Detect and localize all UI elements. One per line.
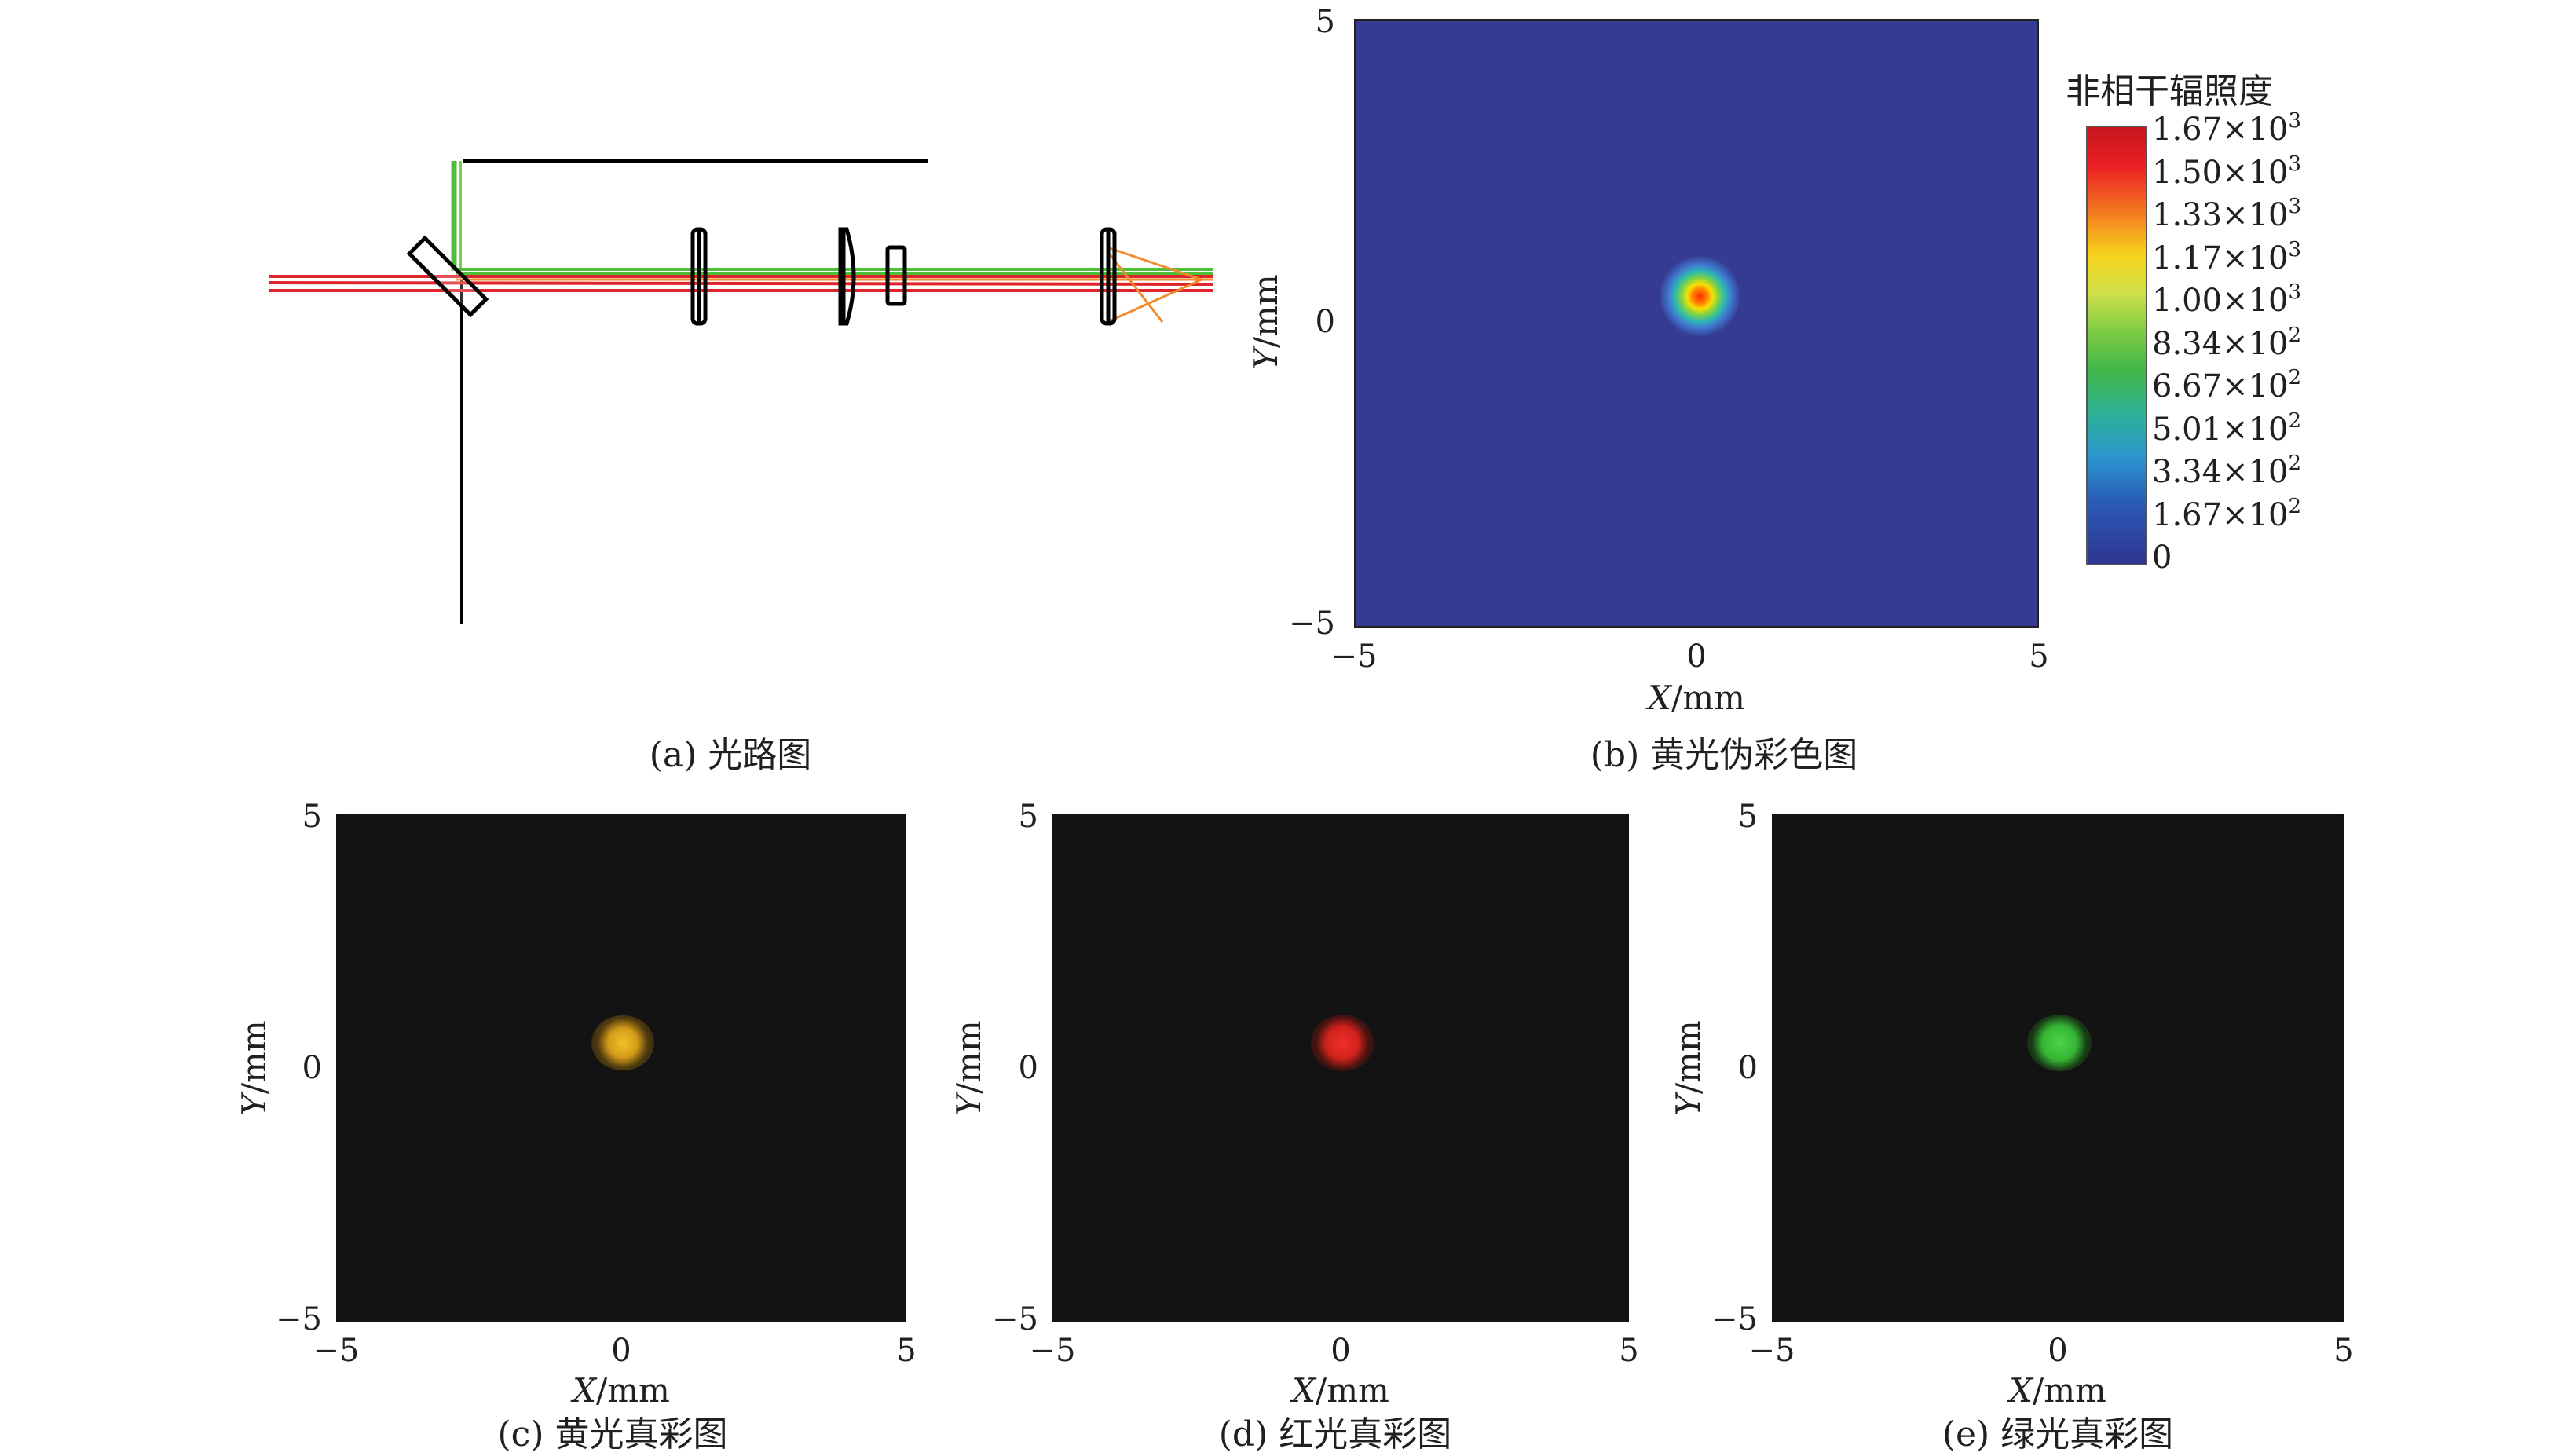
b-xtick-left: −5 — [1330, 638, 1378, 675]
lens-1 — [690, 227, 708, 326]
colorbar-tick-label: 6.67×102 — [2152, 366, 2302, 404]
d-ytick-bot: −5 — [992, 1301, 1038, 1337]
d-xtick-right: 5 — [1619, 1333, 1639, 1369]
b-xtick-right: 5 — [2029, 638, 2049, 675]
optical-path-diagram — [268, 159, 1214, 624]
orange-beams — [456, 246, 1213, 324]
lens-4 — [1100, 227, 1117, 326]
colorbar — [2086, 126, 2147, 565]
c-xtick-right: 5 — [896, 1333, 917, 1369]
green-spot — [2027, 1015, 2092, 1071]
colorbar-tick-label: 1.33×103 — [2152, 195, 2302, 233]
b-y-axis-label: Y/mm — [1246, 274, 1285, 370]
d-x-axis-label: X/mm — [1292, 1371, 1389, 1410]
caption-d: (d) 红光真彩图 — [1218, 1414, 1452, 1454]
caption-b: (b) 黄光伪彩色图 — [1590, 735, 1858, 775]
colorbar-tick-label: 5.01×102 — [2152, 408, 2302, 448]
b-xtick-mid: 0 — [1686, 638, 1707, 675]
d-ytick-top: 5 — [1018, 799, 1038, 835]
red-beams — [268, 275, 1214, 292]
e-xtick-mid: 0 — [2048, 1333, 2068, 1369]
false-color-plot — [1354, 19, 2039, 628]
green-beams — [456, 268, 1213, 275]
e-x-axis-label: X/mm — [2009, 1371, 2106, 1410]
c-xtick-mid: 0 — [611, 1333, 631, 1369]
c-ytick-bot: −5 — [276, 1301, 322, 1337]
lens-3 — [885, 245, 907, 306]
yellow-spot — [591, 1015, 654, 1070]
c-ytick-mid: 0 — [302, 1050, 322, 1086]
lens-2 — [838, 227, 856, 326]
c-xtick-left: −5 — [313, 1333, 360, 1369]
colorbar-tick-label: 1.50×103 — [2152, 152, 2302, 191]
e-ytick-top: 5 — [1737, 799, 1758, 835]
b-x-axis-label: X/mm — [1648, 679, 1745, 717]
colorbar-tick-label: 0 — [2152, 540, 2172, 576]
colorbar-tick-label: 3.34×102 — [2152, 452, 2302, 490]
d-y-axis-label: Y/mm — [950, 1020, 988, 1116]
c-y-axis-label: Y/mm — [235, 1020, 273, 1116]
colorbar-tick-label: 1.67×103 — [2152, 109, 2302, 148]
caption-a: (a) 光路图 — [649, 735, 812, 775]
colorbar-tick-label: 1.00×103 — [2152, 280, 2302, 319]
yellow-true-color-plot — [336, 814, 906, 1322]
caption-c: (c) 黄光真彩图 — [497, 1414, 728, 1454]
b-ytick-bot: −5 — [1289, 605, 1335, 642]
colorbar-tick-label: 1.17×103 — [2152, 237, 2302, 276]
e-xtick-left: −5 — [1748, 1333, 1795, 1369]
d-xtick-mid: 0 — [1330, 1333, 1351, 1369]
colorbar-title: 非相干辐照度 — [2066, 71, 2273, 112]
e-y-axis-label: Y/mm — [1669, 1020, 1707, 1116]
e-ytick-bot: −5 — [1711, 1301, 1758, 1337]
d-xtick-left: −5 — [1029, 1333, 1076, 1369]
red-true-color-plot — [1052, 814, 1629, 1322]
green-true-color-plot — [1772, 814, 2344, 1322]
c-ytick-top: 5 — [302, 799, 322, 835]
b-ytick-mid: 0 — [1315, 304, 1335, 340]
e-xtick-right: 5 — [2333, 1333, 2354, 1369]
caption-e: (e) 绿光真彩图 — [1942, 1414, 2174, 1454]
colorbar-tick-label: 1.67×102 — [2152, 494, 2302, 533]
c-x-axis-label: X/mm — [573, 1371, 670, 1410]
e-ytick-mid: 0 — [1737, 1050, 1758, 1086]
b-ytick-top: 5 — [1315, 4, 1335, 40]
beam-splitter — [406, 235, 489, 318]
red-spot — [1311, 1015, 1374, 1071]
colorbar-tick-label: 8.34×102 — [2152, 323, 2302, 362]
d-ytick-mid: 0 — [1018, 1050, 1038, 1086]
